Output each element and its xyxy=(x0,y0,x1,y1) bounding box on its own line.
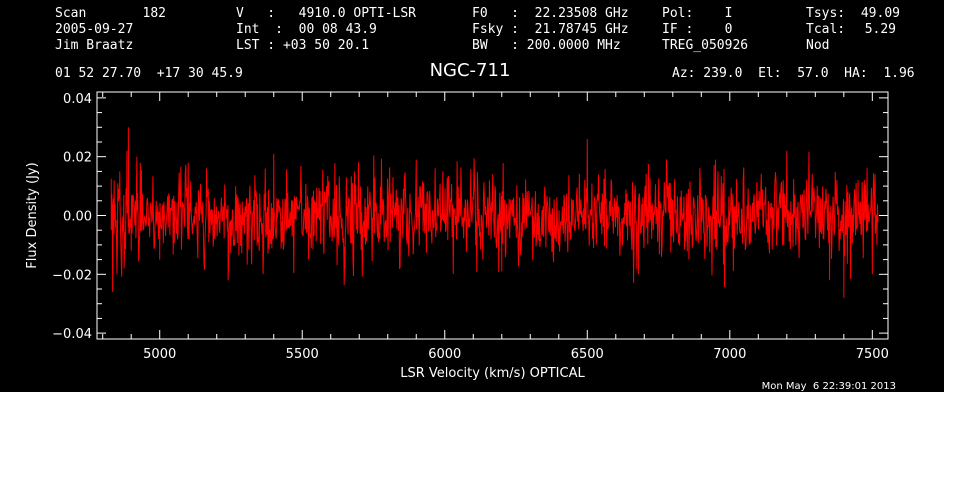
tsys-label: Tsys: xyxy=(806,6,846,21)
pointing-info: Az: 239.0 El: 57.0 HA: 1.96 xyxy=(672,66,915,81)
spectrum-line xyxy=(110,127,879,298)
y-tick-labels: −0.04 −0.02 0.00 0.02 0.04 xyxy=(52,92,92,342)
x-tick-label: 7500 xyxy=(856,347,889,362)
tsys-value: 49.09 xyxy=(860,6,900,21)
rest-frequency: F0 : 22.23508 GHz xyxy=(472,6,629,21)
y-tick-label: 0.00 xyxy=(63,210,92,225)
x-tick-label: 5500 xyxy=(286,347,319,362)
obs-date: 2005-09-27 xyxy=(55,22,134,37)
integration-time: Int : 00 08 43.9 xyxy=(236,22,377,37)
velocity-info: V : 4910.0 OPTI-LSR xyxy=(236,6,417,21)
render-timestamp: Mon May 6 22:39:01 2013 xyxy=(761,381,896,392)
polarization: Pol: I xyxy=(662,6,733,21)
scan-value: 182 xyxy=(142,6,166,21)
bandwidth: BW : 200.0000 MHz xyxy=(472,38,621,53)
sky-frequency: Fsky : 21.78745 GHz xyxy=(472,22,629,37)
obs-mode: Nod xyxy=(806,38,830,53)
axis-ticks xyxy=(97,92,888,339)
scan-label: Scan xyxy=(55,6,87,21)
tcal-label: Tcal: xyxy=(806,22,846,37)
x-tick-label: 7000 xyxy=(713,347,746,362)
y-tick-label: −0.02 xyxy=(52,268,92,283)
procedure-name: TREG_050926 xyxy=(662,38,749,53)
spectrum-plot: 5000 5500 6000 6500 7000 7500 −0.04 −0.02 0.00 0… xyxy=(25,91,889,381)
spectrum-panel: Scan 182 2005-09-27 Jim Braatz 01 52 27.… xyxy=(0,0,944,392)
tcal-value: 5.29 xyxy=(864,22,896,37)
if-number: IF : 0 xyxy=(662,22,733,37)
x-tick-labels: 5000 5500 6000 6500 7000 7500 xyxy=(143,347,889,362)
x-tick-label: 6500 xyxy=(571,347,604,362)
y-tick-label: −0.04 xyxy=(52,327,92,342)
y-tick-label: 0.02 xyxy=(63,151,92,166)
observer-name: Jim Braatz xyxy=(55,38,134,53)
x-tick-label: 5000 xyxy=(143,347,176,362)
spectrum-trace xyxy=(110,127,879,298)
source-coordinates: 01 52 27.70 +17 30 45.9 xyxy=(55,66,243,81)
chart-title: NGC-711 xyxy=(429,60,511,81)
x-tick-label: 6000 xyxy=(428,347,461,362)
lst-info: LST : +03 50 20.1 xyxy=(236,38,370,53)
x-axis-title: LSR Velocity (km/s) OPTICAL xyxy=(400,366,585,381)
y-tick-label: 0.04 xyxy=(63,92,92,107)
y-axis-title: Flux Density (Jy) xyxy=(25,162,40,268)
